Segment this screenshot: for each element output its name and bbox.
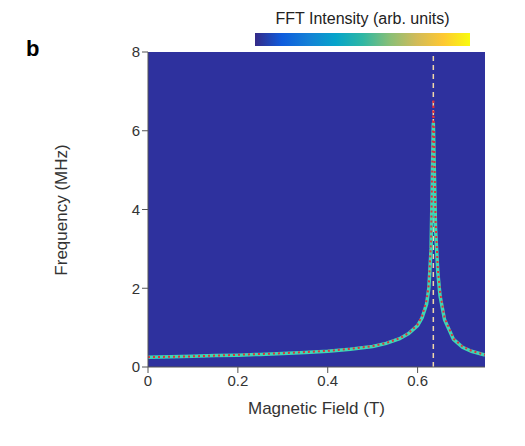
html-text:Frequency (MHz): Frequency (MHz) [52, 143, 71, 276]
svg-text:0.4: 0.4 [317, 372, 338, 389]
svg-text:0.6: 0.6 [407, 372, 428, 389]
svg-text:0: 0 [132, 358, 140, 375]
svg-text:0: 0 [144, 372, 152, 389]
svg-text:2: 2 [132, 280, 140, 297]
svg-text:6: 6 [132, 122, 140, 139]
svg-text:4: 4 [132, 201, 140, 218]
html-text:b: b [26, 36, 40, 61]
svg-text:8: 8 [132, 43, 140, 60]
html-text:Magnetic Field (T): Magnetic Field (T) [248, 399, 385, 418]
html-text:FFT Intensity (arb. units): FFT Intensity (arb. units) [275, 10, 450, 27]
svg-text:0.2: 0.2 [227, 372, 248, 389]
